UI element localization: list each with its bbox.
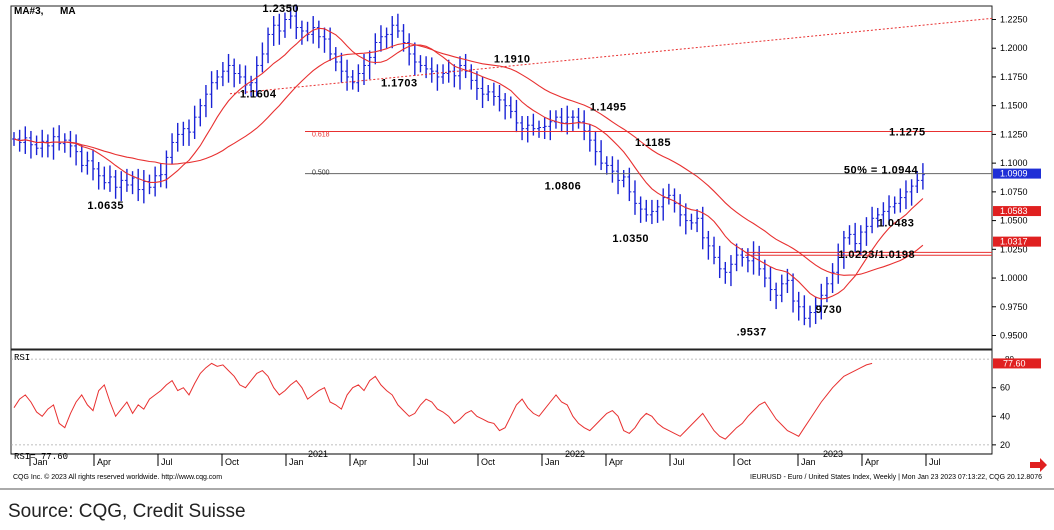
price-tick-label: 1.2250: [1000, 14, 1028, 24]
current-price-label: 1.0909: [1000, 169, 1028, 179]
price-tick-label: 1.0000: [1000, 273, 1028, 283]
rsi-current-label: 77.60: [1003, 358, 1026, 368]
header-left-label: MA#3,: [14, 6, 44, 17]
price-tick-label: 1.1250: [1000, 129, 1028, 139]
price-tick-label: 1.2000: [1000, 43, 1028, 53]
source-caption: Source: CQG, Credit Suisse: [8, 501, 246, 522]
price-annotation: 1.1604: [240, 89, 277, 101]
price-tick-label: 1.0750: [1000, 187, 1028, 197]
rsi-panel-label: RSI: [14, 353, 30, 363]
price-panel-frame: [10, 5, 993, 350]
moving-average-short: [13, 27, 924, 300]
copyright-text: CQG Inc. © 2023 All rights reserved worl…: [13, 473, 222, 481]
month-label: Apr: [609, 457, 623, 467]
rsi-current-tag: [993, 358, 1041, 369]
month-label: Jul: [161, 457, 173, 467]
ma-value-tag: [993, 206, 1041, 217]
rsi-layer: [11, 358, 992, 446]
current-price-tag: [993, 168, 1041, 179]
month-label: Jul: [929, 457, 941, 467]
price-annotation: 1.1275: [889, 127, 926, 139]
month-label: Apr: [353, 457, 367, 467]
axis-layer: 1.2250 1.2000 1.1750 1.1500 1.1250 1.1000 1.07…: [11, 14, 1047, 472]
price-annotation: 1.0223/1.0198: [838, 249, 915, 261]
rsi-tick-label: 40: [1000, 411, 1010, 421]
rsi-tick-label: 60: [1000, 383, 1010, 393]
ma-value-tag-label: 1.0583: [1000, 206, 1028, 216]
price-tick-label: 1.1000: [1000, 158, 1028, 168]
rsi-tick-label: 20: [1000, 440, 1010, 450]
month-label: Apr: [97, 457, 111, 467]
overlay-layer: 0.618 0.500 1.2350 1.1604 1.1703 1.1910 1.1495…: [13, 3, 993, 338]
price-tick-label: 0.9750: [1000, 302, 1028, 312]
price-annotation: 1.0635: [87, 200, 124, 212]
price-layer: [12, 4, 925, 328]
ma-value-tag: [993, 236, 1041, 247]
price-annotation: 1.1185: [635, 137, 671, 149]
month-label: Oct: [481, 457, 496, 467]
price-annotation: .9537: [737, 326, 767, 338]
price-annotation: 9730: [816, 304, 842, 316]
month-label: Oct: [225, 457, 240, 467]
moving-average-long: [13, 42, 924, 276]
month-label: Jan: [545, 457, 560, 467]
rsi-panel-frame: [10, 349, 993, 455]
price-tick-label: 1.0500: [1000, 216, 1028, 226]
instrument-text: IEURUSD - Euro / United States Index, We…: [750, 474, 1042, 481]
price-annotation: 1.0350: [612, 233, 649, 245]
rsi-line: [13, 362, 873, 440]
price-annotation: 1.1703: [381, 77, 418, 89]
fib-500-label: 0.500: [312, 170, 330, 177]
year-label: 2022: [565, 449, 585, 459]
price-tick-label: 1.1500: [1000, 101, 1028, 111]
price-annotation: 1.1495: [590, 101, 627, 113]
month-label: Oct: [737, 457, 752, 467]
fib-618-label: 0.618: [312, 132, 330, 139]
price-annotation: 1.2350: [262, 3, 299, 15]
year-label: 2023: [823, 449, 843, 459]
year-label: 2021: [308, 449, 328, 459]
month-label: Jul: [417, 457, 429, 467]
price-annotation: 1.0483: [878, 218, 915, 230]
rsi-value-label: RSI= 77.60: [14, 452, 68, 462]
price-annotation: 1.0806: [545, 180, 582, 192]
price-tick-label: 1.0250: [1000, 244, 1028, 254]
month-label: Jan: [289, 457, 304, 467]
scroll-arrow-icon: [1030, 458, 1047, 472]
ma-value-tag-label: 1.0317: [1000, 237, 1028, 247]
price-annotation: 1.1910: [494, 54, 531, 66]
header-left-label-2: MA: [60, 6, 76, 17]
price-annotation: 50% = 1.0944: [844, 165, 919, 177]
month-label: Jul: [673, 457, 685, 467]
month-label: Jan: [801, 457, 816, 467]
price-tick-label: 1.1750: [1000, 72, 1028, 82]
month-label: Apr: [865, 457, 879, 467]
month-label: Jan: [33, 457, 48, 467]
price-tick-label: 0.9500: [1000, 331, 1028, 341]
